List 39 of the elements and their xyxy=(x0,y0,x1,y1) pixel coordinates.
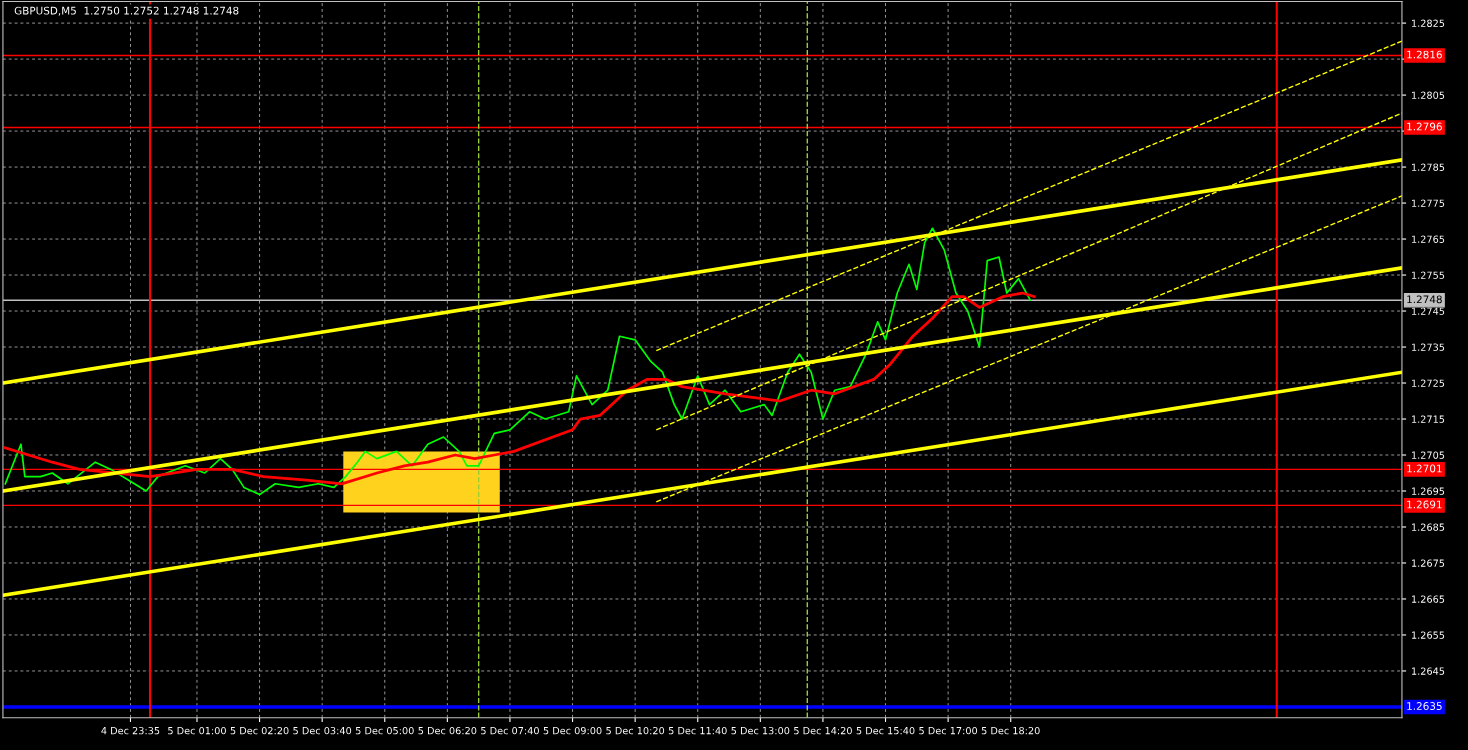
y-tick-label: 1.2725 xyxy=(1412,379,1445,387)
x-tick-label: 5 Dec 14:20 xyxy=(794,726,852,735)
x-tick-label: 5 Dec 15:40 xyxy=(856,726,915,735)
x-tick-label: 5 Dec 10:20 xyxy=(606,726,665,735)
y-tick-label: 1.2735 xyxy=(1412,343,1445,351)
x-tick-label: 5 Dec 11:40 xyxy=(668,726,727,735)
ref-line-label: 1.2691 xyxy=(1407,500,1442,509)
y-tick-label: 1.2655 xyxy=(1412,631,1445,639)
x-tick-label: 5 Dec 07:40 xyxy=(481,726,539,735)
y-tick-label: 1.2645 xyxy=(1412,667,1445,675)
ref-line-label: 1.2635 xyxy=(1407,702,1442,710)
x-tick-label: 5 Dec 02:20 xyxy=(230,726,289,735)
x-tick-label: 5 Dec 17:00 xyxy=(919,726,978,735)
x-tick-label: 5 Dec 06:20 xyxy=(418,726,477,735)
y-tick-label: 1.2695 xyxy=(1412,487,1445,495)
x-tick-label: 5 Dec 13:00 xyxy=(731,726,790,735)
ref-line-label: 1.2748 xyxy=(1407,295,1442,304)
y-tick-label: 1.2805 xyxy=(1412,91,1445,99)
y-tick-label: 1.2755 xyxy=(1412,271,1445,279)
ref-line-label: 1.2796 xyxy=(1407,122,1442,131)
x-tick-label: 5 Dec 05:00 xyxy=(355,726,414,735)
y-tick-label: 1.2745 xyxy=(1412,307,1445,315)
x-tick-label: 4 Dec 23:35 xyxy=(101,726,160,735)
y-tick-label: 1.2715 xyxy=(1412,415,1445,423)
x-tick-label: 5 Dec 09:00 xyxy=(543,726,602,735)
y-tick-label: 1.2685 xyxy=(1412,523,1445,531)
chart-title: GBPUSD,M5 1.2750 1.2752 1.2748 1.2748 xyxy=(14,6,239,16)
x-tick-label: 5 Dec 01:00 xyxy=(168,726,226,735)
y-tick-label: 1.2775 xyxy=(1412,199,1445,207)
y-tick-label: 1.2765 xyxy=(1412,235,1445,243)
ref-line-label: 1.2701 xyxy=(1407,464,1442,473)
y-tick-label: 1.2675 xyxy=(1412,559,1445,567)
y-tick-label: 1.2785 xyxy=(1412,163,1445,171)
y-tick-label: 1.2825 xyxy=(1412,19,1445,27)
y-tick-label: 1.2665 xyxy=(1412,595,1445,603)
y-tick-label: 1.2705 xyxy=(1412,451,1445,459)
x-tick-label: 5 Dec 03:40 xyxy=(293,726,352,735)
x-tick-label: 5 Dec 18:20 xyxy=(981,726,1040,735)
ref-line-label: 1.2816 xyxy=(1407,50,1442,59)
